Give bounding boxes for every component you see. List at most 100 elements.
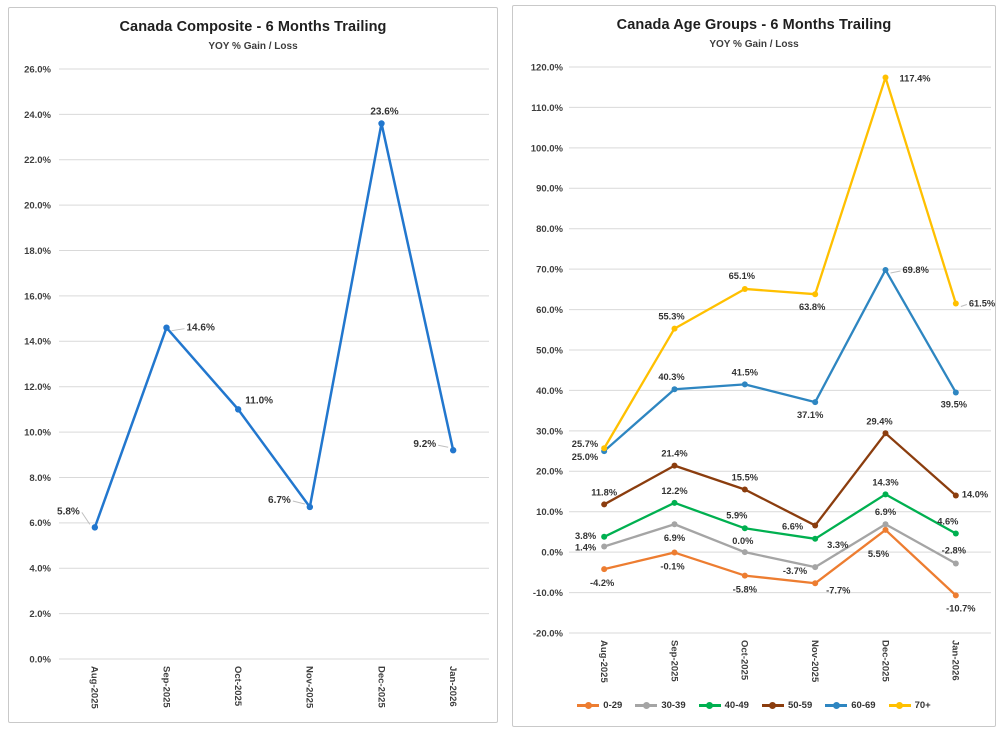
- legend-item-40-49: 40-49: [698, 700, 749, 711]
- x-tick-label: Aug-2025: [598, 640, 609, 683]
- x-tick-label: Oct-2025: [232, 666, 243, 707]
- data-label: 25.0%: [572, 452, 599, 462]
- legend-marker-40-49: [698, 702, 721, 709]
- data-point-marker: [952, 389, 959, 396]
- age-groups-chart-title: Canada Age Groups - 6 Months Trailing: [616, 17, 892, 33]
- y-axis-tick-labels: -20.0% -10.0% 0.0% 10.0% 20.0% 30.0% 40.0% 50.0…: [531, 62, 564, 639]
- data-label: 9.2%: [413, 439, 436, 450]
- data-point-marker: [952, 300, 959, 307]
- legend-marker-60-69: [825, 702, 848, 709]
- data-label: -10.7%: [946, 603, 976, 613]
- data-label: 23.6%: [370, 106, 398, 117]
- y-tick-label: 20.0%: [24, 201, 51, 212]
- data-point-marker: [952, 560, 959, 567]
- data-point-marker: [882, 521, 889, 528]
- data-point-marker: [671, 499, 678, 506]
- y-tick-label: 120.0%: [531, 62, 564, 73]
- series-0-29-labels: -4.2% -0.1% -5.8% -7.7% 5.5% -10.7%: [590, 549, 976, 613]
- y-tick-label: 16.0%: [24, 291, 51, 302]
- legend-label: 60-69: [851, 700, 876, 711]
- y-tick-label: 22.0%: [24, 155, 51, 166]
- age-groups-legend: 0-29 30-39 40-49 50-59 60-69 70+: [513, 700, 995, 711]
- data-label: 61.5%: [969, 299, 995, 309]
- legend-marker-30-39: [635, 702, 658, 709]
- data-label: 69.8%: [903, 265, 930, 275]
- y-tick-label: 6.0%: [29, 518, 51, 529]
- series-60-69: [601, 266, 959, 455]
- data-label: -4.2%: [590, 578, 615, 588]
- legend-marker-0-29: [577, 702, 600, 709]
- data-point-marker: [671, 521, 678, 528]
- age-groups-chart-panel: Canada Age Groups - 6 Months Trailing YO…: [512, 5, 996, 727]
- series-40-49-labels: 3.8% 12.2% 5.9% 3.3% 14.3% 4.6%: [575, 477, 959, 549]
- x-axis-tick-labels: Aug-2025 Sep-2025 Oct-2025 Nov-2025 Dec-2025…: [598, 640, 961, 683]
- y-tick-label: 24.0%: [24, 110, 51, 121]
- data-label: -3.7%: [783, 566, 808, 576]
- data-point-marker: [812, 522, 819, 529]
- data-label: 5.5%: [868, 549, 890, 559]
- label-leader-line: [171, 328, 185, 332]
- label-leader-line: [292, 500, 305, 505]
- data-label: 11.0%: [245, 395, 273, 406]
- data-point-marker: [952, 492, 959, 499]
- y-tick-label: 14.0%: [24, 337, 51, 348]
- data-point-marker: [882, 74, 889, 81]
- age-groups-chart-subtitle: YOY % Gain / Loss: [709, 39, 799, 50]
- data-point-marker: [306, 503, 314, 511]
- series-50-59: [601, 430, 959, 529]
- series-line: [603, 268, 957, 453]
- y-tick-label: 12.0%: [24, 382, 51, 393]
- y-tick-label: 80.0%: [536, 224, 563, 235]
- gridlines: [59, 68, 489, 660]
- series-line: [93, 122, 455, 529]
- series-line: [603, 523, 957, 569]
- data-point-marker: [741, 285, 748, 292]
- y-tick-label: 20.0%: [536, 467, 563, 478]
- data-label: 25.7%: [572, 439, 599, 449]
- series-line: [603, 493, 957, 540]
- data-label: 29.4%: [866, 416, 893, 426]
- y-tick-label: 60.0%: [536, 305, 563, 316]
- data-point-marker: [671, 549, 678, 556]
- data-point-marker: [163, 324, 170, 331]
- legend-item-30-39: 30-39: [635, 700, 686, 711]
- series-50-59-labels: 11.8% 21.4% 15.5% 6.6% 29.4% 14.0%: [591, 416, 989, 531]
- label-leader-line: [81, 512, 91, 525]
- data-label: 6.6%: [782, 521, 804, 531]
- data-label: 6.9%: [664, 533, 686, 543]
- y-tick-label: -10.0%: [533, 588, 564, 599]
- data-label: 40.3%: [658, 372, 685, 382]
- data-point-marker: [671, 462, 678, 469]
- data-label: 6.9%: [875, 507, 897, 517]
- data-point-marker: [234, 406, 242, 413]
- data-label: 41.5%: [732, 367, 759, 377]
- data-point-marker: [741, 486, 748, 493]
- data-label: 39.5%: [941, 399, 968, 409]
- composite-chart-panel: Canada Composite - 6 Months Trailing YOY…: [8, 7, 498, 723]
- legend-item-70+: 70+: [888, 700, 931, 711]
- data-point-marker: [378, 120, 385, 127]
- data-point-marker: [91, 524, 99, 531]
- data-label: 11.8%: [591, 487, 618, 497]
- data-label: -2.8%: [942, 545, 967, 555]
- x-tick-label: Sep-2025: [160, 666, 171, 708]
- data-point-marker: [601, 543, 608, 550]
- y-tick-label: 50.0%: [536, 345, 563, 356]
- data-point-marker: [671, 325, 678, 332]
- x-tick-label: Sep-2025: [668, 640, 679, 682]
- x-tick-label: Dec-2025: [375, 666, 386, 708]
- age-groups-chart-plot: -20.0% -10.0% 0.0% 10.0% 20.0% 30.0% 40.0% 50.0…: [531, 62, 995, 683]
- data-point-marker: [601, 533, 608, 540]
- data-label: 14.0%: [962, 490, 989, 500]
- data-label: 12.2%: [661, 486, 688, 496]
- y-tick-label: -20.0%: [533, 628, 564, 639]
- series-Composite: [91, 120, 457, 531]
- series-70+: [601, 74, 959, 452]
- series-30-39: [601, 521, 959, 571]
- data-point-marker: [812, 535, 819, 542]
- data-point-marker: [601, 501, 608, 508]
- data-point-marker: [741, 381, 748, 388]
- legend-label: 70+: [914, 700, 931, 711]
- legend-marker-50-59: [761, 702, 784, 709]
